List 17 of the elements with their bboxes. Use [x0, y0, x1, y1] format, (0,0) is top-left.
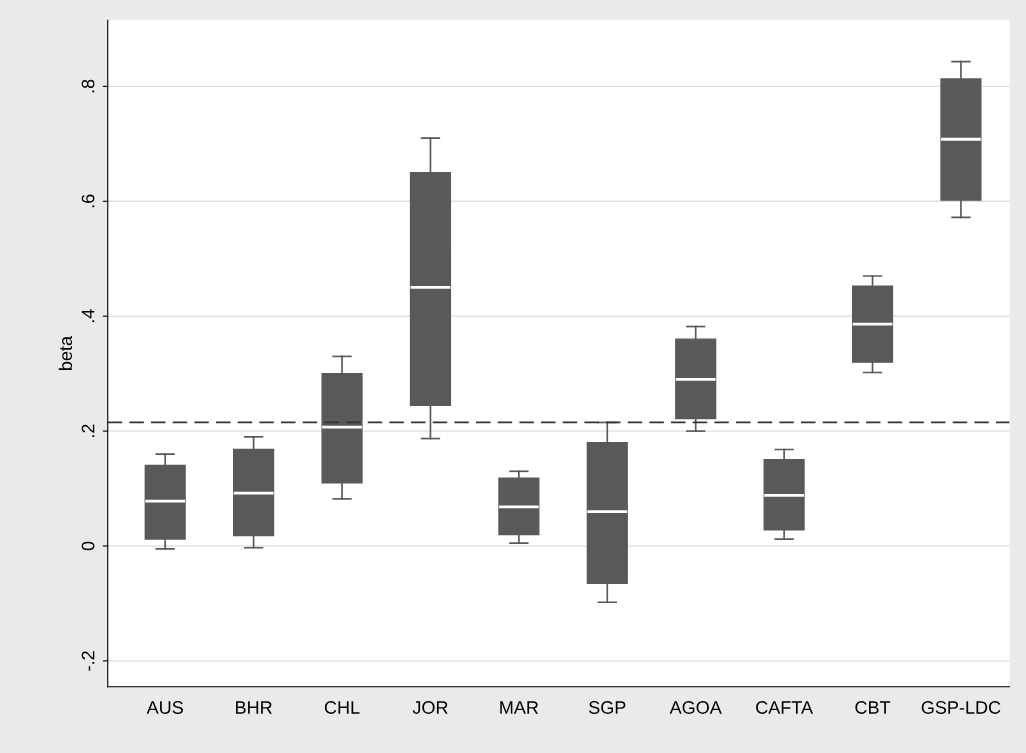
x-tick-label: JOR: [412, 701, 448, 714]
x-tick-label: SGP: [589, 701, 626, 714]
y-tick-label: .8: [81, 79, 95, 93]
x-tick-label: CBT: [855, 701, 891, 714]
y-tick-label: .6: [81, 194, 95, 208]
x-tick-label: GSP-LDC: [921, 701, 1001, 714]
y-tick-label: 0: [81, 541, 95, 551]
x-tick-label: CAFTA: [756, 701, 814, 714]
x-tick-label: CHL: [324, 701, 360, 714]
y-tick-label: .4: [81, 309, 95, 323]
x-tick-label: MAR: [500, 701, 539, 714]
x-tick-label: AUS: [146, 701, 183, 714]
y-tick-label: .2: [81, 424, 95, 437]
y-tick-label: -.2: [81, 651, 95, 671]
x-tick-label: BHR: [236, 701, 272, 714]
y-axis-title: beta: [58, 335, 73, 370]
x-tick-label: AGOA: [669, 701, 722, 714]
